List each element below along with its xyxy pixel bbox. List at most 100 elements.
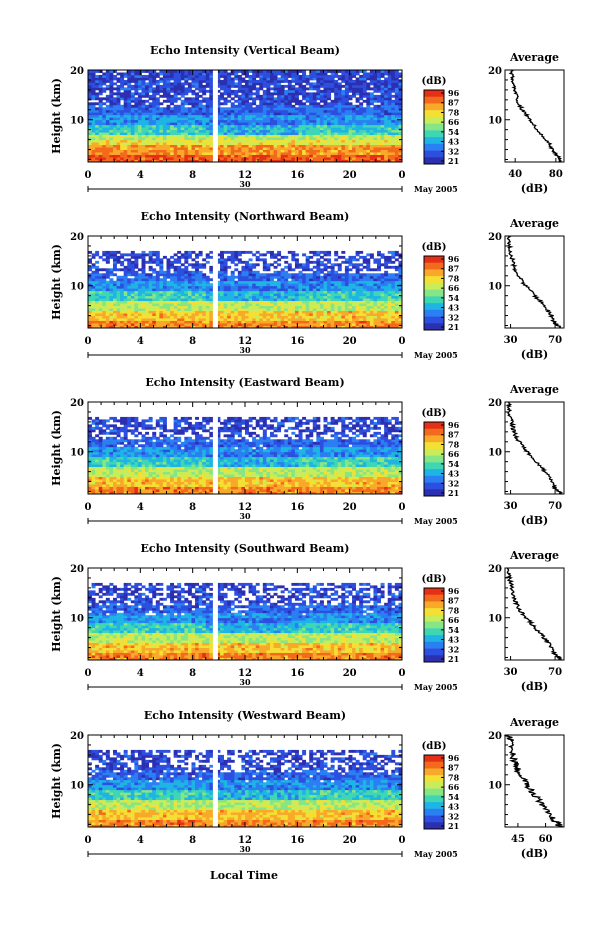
avg-y-tick-20: 20 <box>488 731 502 742</box>
colorbar-swatch <box>424 117 444 124</box>
colorbar-swatch <box>424 303 444 310</box>
colorbar-tick: 21 <box>448 322 459 332</box>
heatmap-cells <box>88 402 402 494</box>
y-axis-label: Height (km) <box>50 78 63 154</box>
x-tick-label: 16 <box>290 336 304 347</box>
y-tick-20: 20 <box>70 66 84 77</box>
colorbar-tick: 78 <box>448 273 460 283</box>
avg-title: Average <box>509 217 559 230</box>
colorbar-tick: 21 <box>448 654 459 664</box>
colorbar-swatch <box>424 310 444 317</box>
x-tick-label: 16 <box>290 668 304 679</box>
panels-group: Echo Intensity (Vertical Beam)Height (km… <box>50 44 564 860</box>
avg-profile-line <box>508 402 562 494</box>
colorbar-tick: 54 <box>448 127 460 137</box>
y-tick-10: 10 <box>70 781 84 792</box>
avg-title: Average <box>509 716 559 729</box>
x-tick-label: 4 <box>137 668 144 679</box>
colorbar-tick: 66 <box>448 283 460 293</box>
x-tick-label: 4 <box>137 170 144 181</box>
colorbar-tick: 32 <box>448 478 459 488</box>
avg-y-tick-20: 20 <box>488 66 502 77</box>
colorbar-tick: 66 <box>448 449 460 459</box>
colorbar-tick: 21 <box>448 821 459 831</box>
colorbar-swatch <box>424 422 444 429</box>
chart-panel-4: Echo Intensity (Southward Beam)Height (k… <box>50 542 564 693</box>
colorbar-tick: 32 <box>448 811 459 821</box>
avg-x-tick: 70 <box>548 335 562 346</box>
colorbar-tick: 43 <box>448 303 460 313</box>
x-tick-label: 0 <box>85 336 92 347</box>
colorbar-swatch <box>424 137 444 144</box>
x-tick-label: 8 <box>189 502 196 513</box>
colorbar-tick: 78 <box>448 772 460 782</box>
colorbar-tick: 54 <box>448 625 460 635</box>
avg-y-tick-10: 10 <box>488 116 502 127</box>
x-tick-label: 4 <box>137 835 144 846</box>
colorbar-tick: 87 <box>448 98 459 108</box>
data-gap <box>213 402 218 494</box>
avg-title: Average <box>509 383 559 396</box>
x-tick-label: 4 <box>137 336 144 347</box>
avg-y-tick-10: 10 <box>488 282 502 293</box>
x-tick-label: 0 <box>85 835 92 846</box>
avg-y-tick-20: 20 <box>488 564 502 575</box>
data-gap <box>213 236 218 328</box>
colorbar-swatch <box>424 782 444 789</box>
heatmap-cells <box>88 735 402 827</box>
colorbar-swatch <box>424 635 444 642</box>
x-tick-label: 8 <box>189 835 196 846</box>
colorbar-swatch <box>424 476 444 483</box>
colorbar-tick: 96 <box>448 753 460 763</box>
colorbar-tick: 96 <box>448 88 460 98</box>
x-tick-label: 20 <box>343 170 357 181</box>
colorbar-swatch <box>424 775 444 782</box>
y-tick-10: 10 <box>70 448 84 459</box>
chart-title: Echo Intensity (Southward Beam) <box>141 542 350 555</box>
day-label: 30 <box>239 345 251 355</box>
y-tick-10: 10 <box>70 282 84 293</box>
colorbar-swatch <box>424 809 444 816</box>
chart-title: Echo Intensity (Eastward Beam) <box>145 376 344 389</box>
avg-x-tick: 60 <box>539 834 553 845</box>
colorbar-swatch <box>424 755 444 762</box>
colorbar-swatch <box>424 449 444 456</box>
colorbar-tick: 43 <box>448 137 460 147</box>
x-axis-label: Local Time <box>210 869 278 882</box>
colorbar-tick: 96 <box>448 420 460 430</box>
x-tick-label: 20 <box>343 502 357 513</box>
date-label: May 2005 <box>414 849 458 859</box>
colorbar-tick: 66 <box>448 615 460 625</box>
colorbar-swatch <box>424 90 444 97</box>
colorbar-tick: 87 <box>448 596 459 606</box>
colorbar-unit: (dB) <box>422 408 447 419</box>
colorbar-swatch <box>424 642 444 649</box>
avg-y-tick-10: 10 <box>488 614 502 625</box>
colorbar-swatch <box>424 608 444 615</box>
y-tick-20: 20 <box>70 731 84 742</box>
x-tick-label: 4 <box>137 502 144 513</box>
colorbar-tick: 96 <box>448 586 460 596</box>
avg-x-tick: 30 <box>504 335 518 346</box>
x-tick-label: 0 <box>399 502 406 513</box>
colorbar-swatch <box>424 256 444 263</box>
colorbar-tick: 43 <box>448 635 460 645</box>
avg-x-tick: 40 <box>508 169 522 180</box>
colorbar-swatch <box>424 588 444 595</box>
x-tick-label: 20 <box>343 835 357 846</box>
avg-title: Average <box>509 51 559 64</box>
x-tick-label: 20 <box>343 336 357 347</box>
colorbar-tick: 21 <box>448 488 459 498</box>
colorbar-tick: 54 <box>448 293 460 303</box>
colorbar-swatch <box>424 144 444 151</box>
x-tick-label: 0 <box>85 502 92 513</box>
y-tick-10: 10 <box>70 614 84 625</box>
colorbar-tick: 32 <box>448 644 459 654</box>
colorbar-tick: 43 <box>448 469 460 479</box>
colorbar-swatch <box>424 802 444 809</box>
colorbar-unit: (dB) <box>422 242 447 253</box>
avg-frame <box>505 568 564 660</box>
heatmap-cells <box>88 568 402 660</box>
colorbar-swatch <box>424 768 444 775</box>
colorbar-tick: 87 <box>448 264 459 274</box>
